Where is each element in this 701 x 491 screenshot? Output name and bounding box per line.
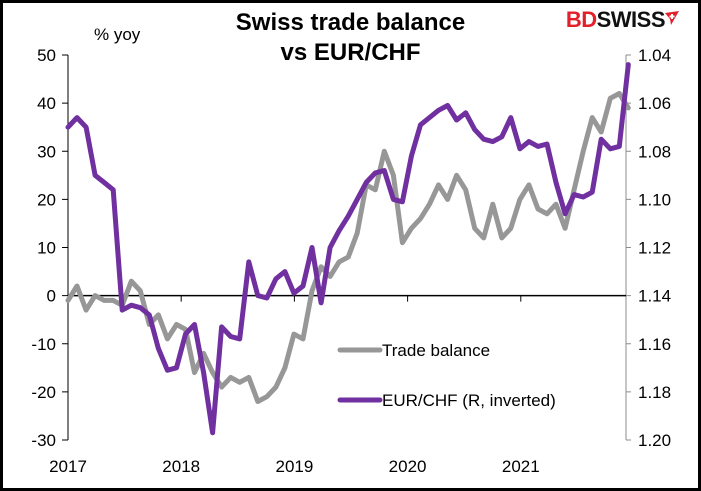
chart-title-line-2: vs EUR/CHF bbox=[280, 39, 421, 66]
right-axis-tick-label: 1.14 bbox=[638, 287, 671, 306]
series-layer bbox=[65, 62, 631, 436]
logo-flag-icon bbox=[665, 5, 679, 25]
logo-text-swiss: SWISS bbox=[596, 7, 666, 32]
left-axis-tick-label: 20 bbox=[37, 190, 56, 209]
right-axis-tick-label: 1.16 bbox=[638, 335, 671, 354]
series-line-eur-chf bbox=[65, 62, 631, 436]
x-axis: 2017 2018 2019 2020 2021 bbox=[49, 294, 626, 476]
right-axis-tick-label: 1.20 bbox=[638, 431, 671, 450]
x-axis-tick-label: 2018 bbox=[162, 457, 200, 476]
right-axis-tick-label: 1.18 bbox=[638, 383, 671, 402]
left-axis-tick-label: 10 bbox=[37, 239, 56, 258]
right-axis-tick-label: 1.06 bbox=[638, 94, 671, 113]
right-axis: 1.04 1.06 1.08 1.10 1.12 1.14 1.16 1.18 1.20 bbox=[625, 46, 671, 450]
x-axis-tick-label: 2020 bbox=[389, 457, 427, 476]
right-axis-tick-label: 1.12 bbox=[638, 239, 671, 258]
right-axis-tick-label: 1.10 bbox=[638, 190, 671, 209]
legend: Trade balance EUR/CHF (R, inverted) bbox=[337, 341, 556, 410]
bdswiss-logo: BDSWISS bbox=[566, 7, 679, 33]
chart-title: Swiss trade balance vs EUR/CHF bbox=[0, 8, 701, 68]
legend-label-trade-balance: Trade balance bbox=[382, 341, 490, 360]
x-axis-tick-label: 2019 bbox=[275, 457, 313, 476]
left-axis-tick-label: -20 bbox=[31, 383, 56, 402]
left-axis: 50 40 30 20 10 0 -10 -20 -30 bbox=[31, 46, 69, 450]
x-axis-tick-label: 2021 bbox=[502, 457, 540, 476]
left-axis-tick-label: 0 bbox=[47, 287, 56, 306]
left-axis-tick-label: 40 bbox=[37, 94, 56, 113]
logo-text-bd: BD bbox=[565, 7, 597, 32]
series-line-trade-balance bbox=[65, 91, 631, 404]
x-axis-tick-label: 2017 bbox=[49, 457, 87, 476]
right-axis-tick-label: 1.04 bbox=[638, 46, 671, 65]
left-axis-tick-label: 50 bbox=[37, 46, 56, 65]
left-axis-tick-label: -10 bbox=[31, 335, 56, 354]
left-axis-unit-label: % yoy bbox=[94, 25, 141, 44]
legend-label-eur-chf: EUR/CHF (R, inverted) bbox=[382, 391, 556, 410]
left-axis-tick-label: -30 bbox=[31, 431, 56, 450]
left-axis-tick-label: 30 bbox=[37, 142, 56, 161]
chart-title-line-1: Swiss trade balance bbox=[235, 9, 466, 36]
right-axis-tick-label: 1.08 bbox=[638, 142, 671, 161]
